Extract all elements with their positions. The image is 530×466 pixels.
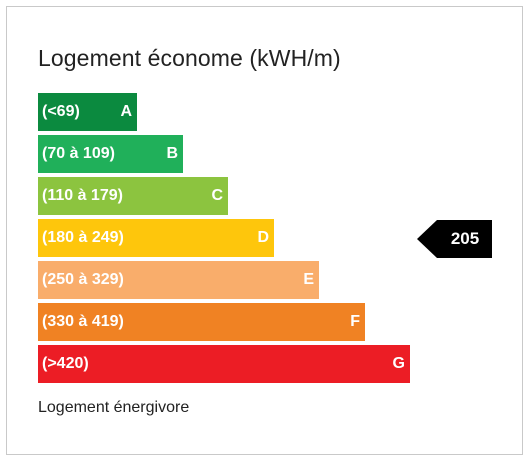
indicator-arrow-icon	[417, 220, 492, 258]
class-bar-g: (>420) G	[38, 345, 410, 383]
class-range: (70 à 109)	[42, 145, 115, 162]
class-letter: D	[257, 229, 269, 246]
class-bar-b: (70 à 109) B	[38, 135, 183, 173]
class-range: (110 à 179)	[42, 187, 123, 204]
class-bar-a: (<69) A	[38, 93, 137, 131]
class-letter: C	[211, 187, 223, 204]
card-footer: Logement énergivore	[38, 399, 190, 416]
class-range: (>420)	[42, 355, 89, 372]
energy-label-card: Logement économe (kWH/m) (<69) A (70 à 1…	[6, 6, 523, 455]
class-letter: E	[303, 271, 314, 288]
class-range: (250 à 329)	[42, 271, 124, 288]
class-range: (180 à 249)	[42, 229, 124, 246]
class-bar-d: (180 à 249) D	[38, 219, 274, 257]
class-letter: B	[166, 145, 178, 162]
class-range: (330 à 419)	[42, 313, 124, 330]
class-letter: A	[120, 103, 132, 120]
card-title: Logement économe (kWH/m)	[38, 45, 341, 71]
class-letter: G	[392, 355, 405, 372]
class-bar-f: (330 à 419) F	[38, 303, 365, 341]
class-bar-c: (110 à 179) C	[38, 177, 228, 215]
class-bar-e: (250 à 329) E	[38, 261, 319, 299]
class-letter: F	[350, 313, 360, 330]
indicator-value: 205	[450, 229, 480, 248]
class-range: (<69)	[42, 103, 80, 120]
consumption-indicator: 205	[417, 220, 492, 258]
